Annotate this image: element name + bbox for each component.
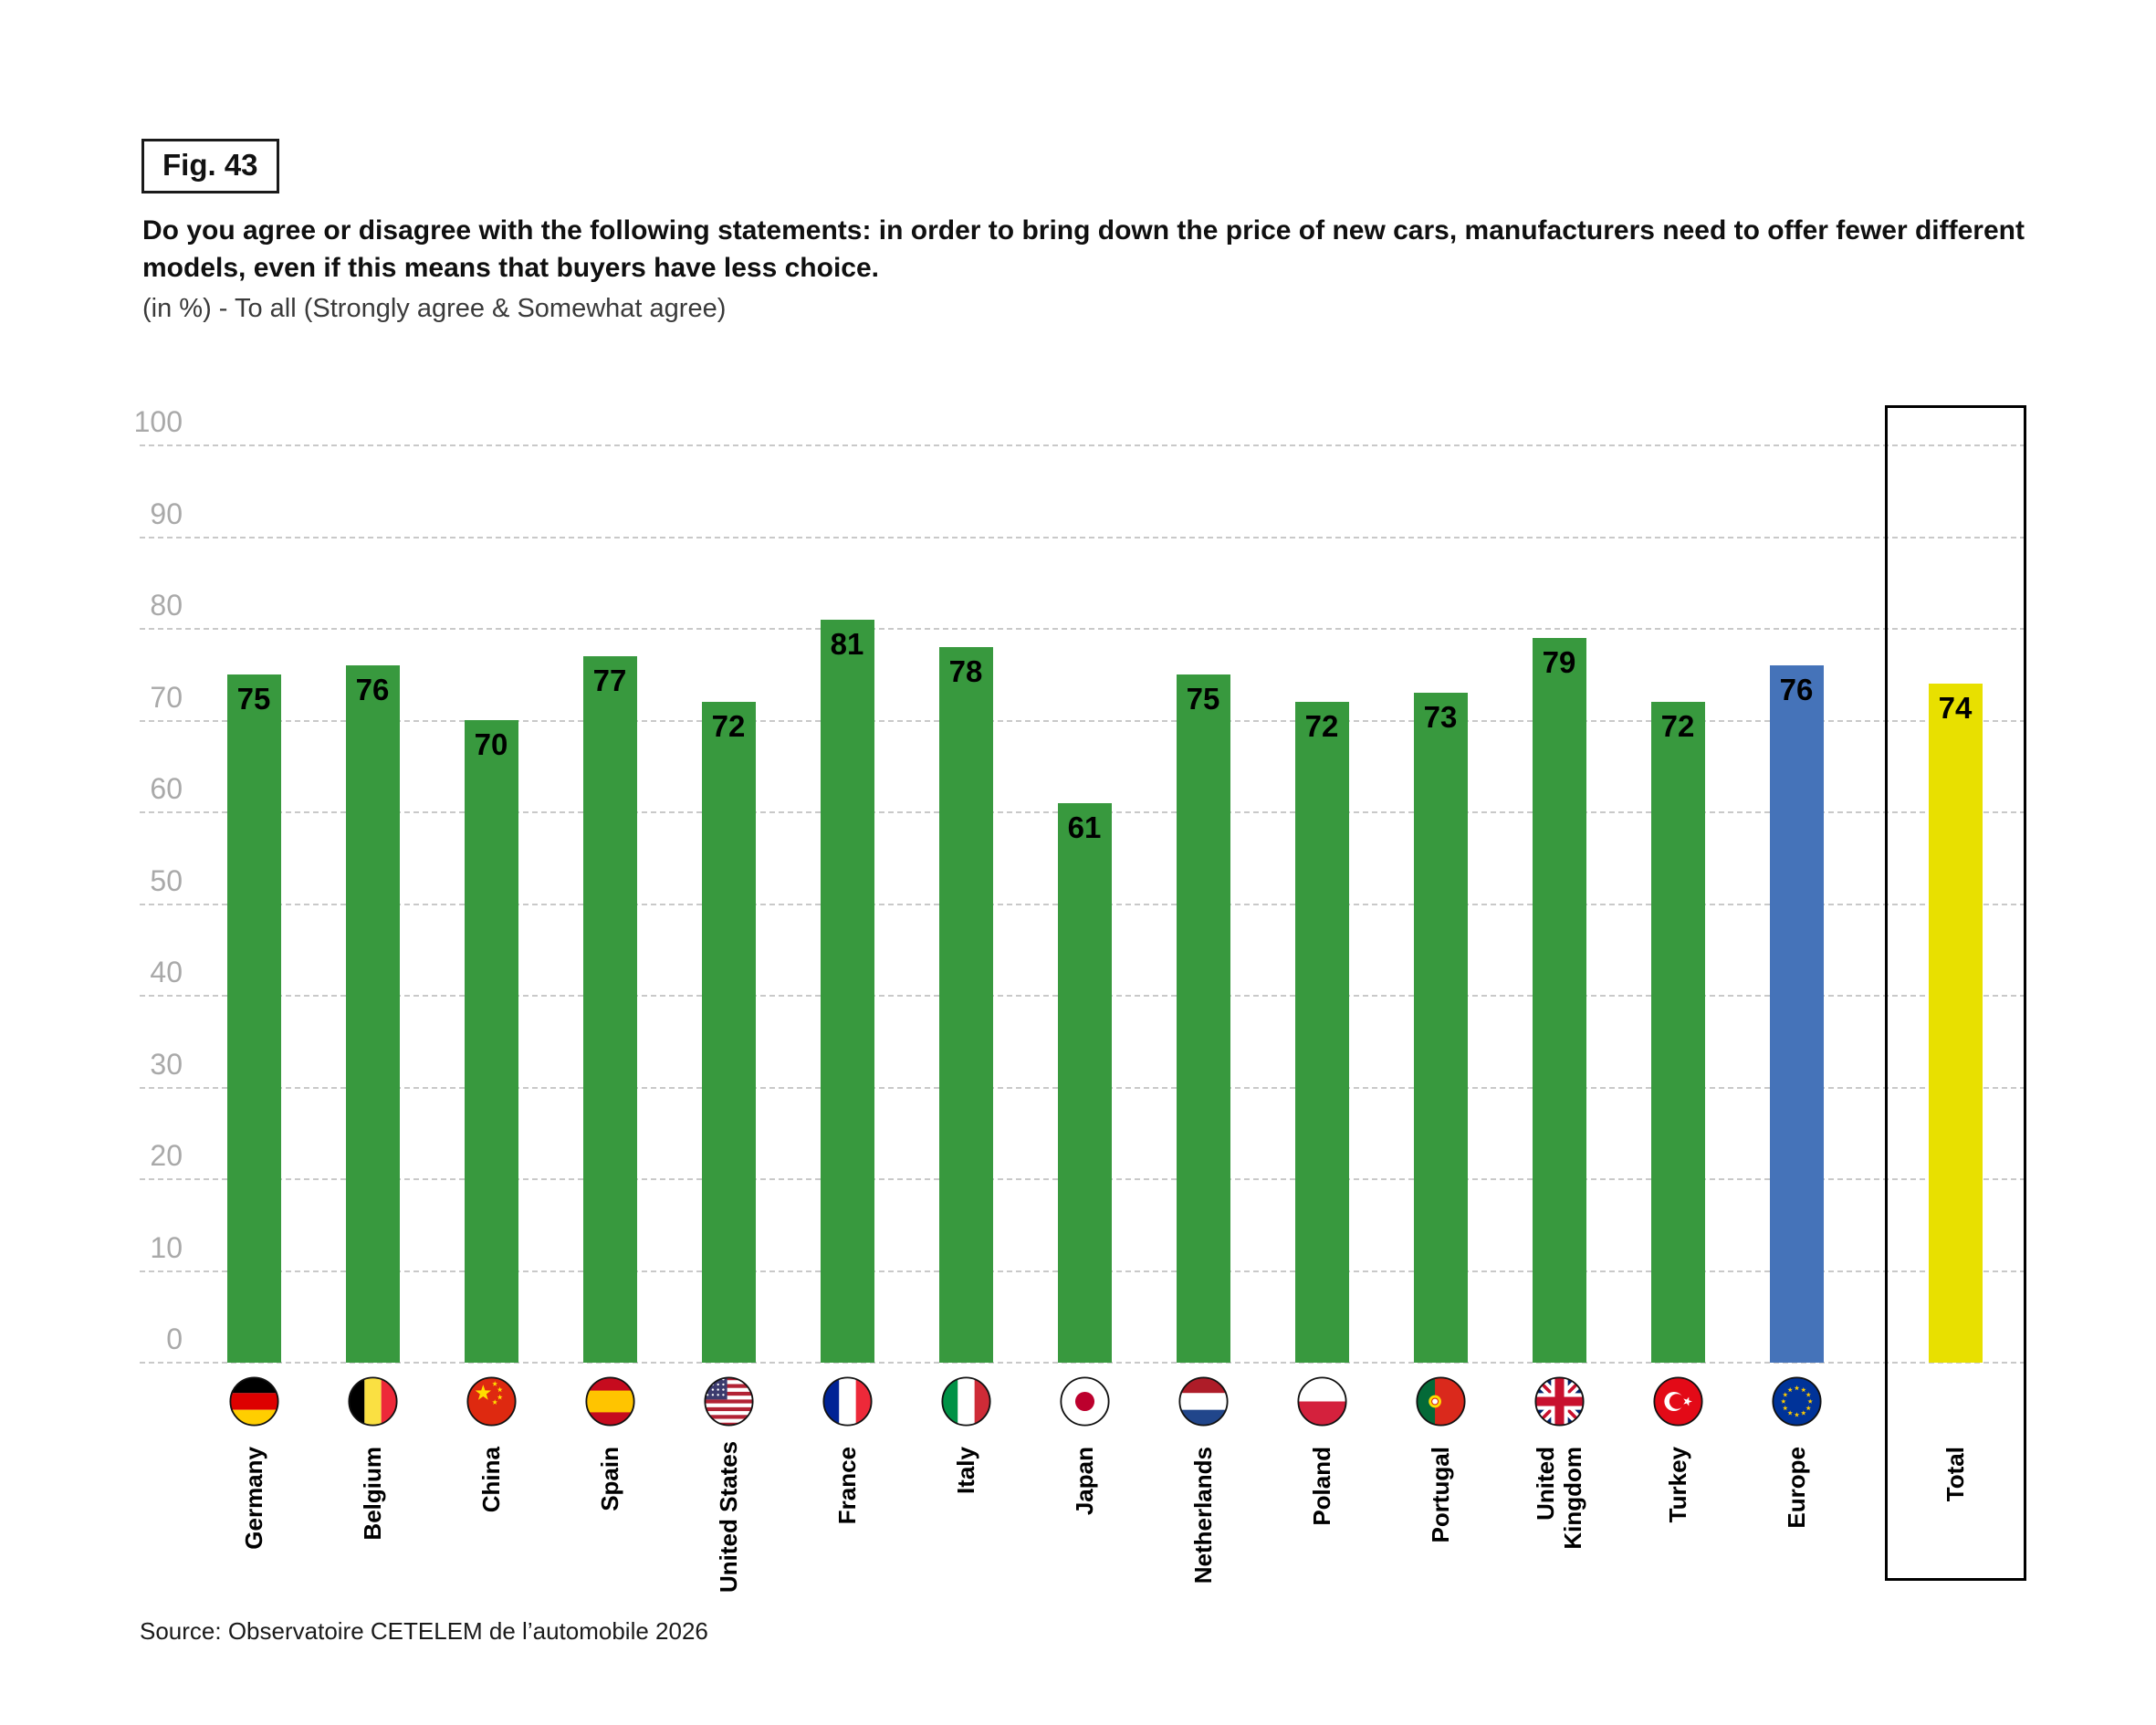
- x-axis-label-poland: Poland: [1308, 1447, 1335, 1526]
- bar-italy: 78: [938, 647, 993, 1363]
- source-note: Source: Observatoire CETELEM de l’automo…: [140, 1617, 708, 1645]
- column-united-kingdom: 79 United Kingdom: [1500, 0, 1618, 1725]
- germany-flag-icon: [228, 1376, 279, 1427]
- x-axis-label-germany: Germany: [240, 1447, 267, 1550]
- gridline-70: [140, 719, 2025, 722]
- column-turkey: 72 Turkey: [1618, 0, 1737, 1725]
- bar-portugal: 73: [1413, 693, 1468, 1363]
- x-axis-label-united-states: United States: [715, 1440, 742, 1593]
- column-france: 81 France: [788, 0, 906, 1725]
- figure-number-badge: Fig. 43: [141, 139, 279, 193]
- y-axis-tick-30: 30: [150, 1047, 183, 1081]
- bar-turkey: 72: [1650, 702, 1705, 1363]
- europe-flag-icon: [1771, 1376, 1822, 1427]
- belgium-flag-icon: [347, 1376, 398, 1427]
- bar-value-total: 74: [1938, 691, 1973, 725]
- bar-netherlands: 75: [1176, 674, 1230, 1363]
- bar-france: 81: [820, 620, 874, 1363]
- x-axis-label-china: China: [477, 1447, 505, 1513]
- gridline-0: [140, 1362, 2025, 1364]
- x-axis-label-spain: Spain: [596, 1447, 623, 1511]
- y-axis-tick-10: 10: [150, 1230, 183, 1264]
- x-axis-label-france: France: [833, 1447, 861, 1525]
- bar-poland: 72: [1294, 702, 1349, 1363]
- bar-germany: 75: [226, 674, 281, 1363]
- column-total: 74 Total: [1896, 0, 2015, 1725]
- x-axis-label-turkey: Turkey: [1664, 1447, 1691, 1523]
- y-axis-tick-70: 70: [150, 680, 183, 714]
- bar-value-china: 70: [474, 727, 508, 761]
- bar-united-states: 72: [701, 702, 756, 1363]
- y-axis-tick-60: 60: [150, 772, 183, 805]
- bar-value-japan: 61: [1067, 810, 1102, 844]
- y-axis-tick-40: 40: [150, 956, 183, 988]
- chart-subtitle: (in %) - To all (Strongly agree & Somewh…: [142, 294, 727, 323]
- y-axis-tick-0: 0: [166, 1322, 183, 1355]
- portugal-flag-icon: [1415, 1376, 1466, 1427]
- x-axis-label-italy: Italy: [952, 1447, 979, 1495]
- poland-flag-icon: [1296, 1376, 1347, 1427]
- gridline-90: [140, 536, 2025, 538]
- bar-value-united-kingdom: 79: [1542, 645, 1576, 679]
- x-axis-label-netherlands: Netherlands: [1189, 1447, 1217, 1584]
- column-china: 70 China: [432, 0, 550, 1725]
- figure-number: Fig. 43: [162, 148, 258, 182]
- column-portugal: 73 Portugal: [1381, 0, 1500, 1725]
- china-flag-icon: [466, 1376, 517, 1427]
- spain-flag-icon: [584, 1376, 635, 1427]
- bar-value-italy: 78: [948, 654, 983, 688]
- x-axis-label-total: Total: [1941, 1447, 1969, 1502]
- column-netherlands: 75 Netherlands: [1144, 0, 1262, 1725]
- column-poland: 72 Poland: [1262, 0, 1381, 1725]
- bar-total: 74: [1928, 684, 1983, 1363]
- bar-united-kingdom: 79: [1532, 638, 1586, 1363]
- column-united-states: 72 United States: [669, 0, 788, 1725]
- netherlands-flag-icon: [1177, 1376, 1229, 1427]
- column-spain: 77 Spain: [550, 0, 669, 1725]
- column-belgium: 76 Belgium: [313, 0, 432, 1725]
- bar-value-portugal: 73: [1423, 700, 1458, 734]
- y-axis-tick-50: 50: [150, 863, 183, 897]
- column-japan: 61 Japan: [1025, 0, 1144, 1725]
- y-axis-tick-20: 20: [150, 1139, 183, 1172]
- italy-flag-icon: [940, 1376, 991, 1427]
- bar-value-spain: 77: [592, 664, 627, 697]
- bar-value-france: 81: [830, 627, 864, 661]
- bar-value-united-states: 72: [711, 709, 746, 743]
- column-italy: 78 Italy: [906, 0, 1025, 1725]
- x-axis-label-united-kingdom: United Kingdom: [1532, 1447, 1586, 1550]
- y-axis-tick-90: 90: [150, 497, 183, 530]
- x-axis-label-japan: Japan: [1071, 1447, 1098, 1516]
- bar-japan: 61: [1057, 803, 1112, 1363]
- bar-spain: 77: [582, 656, 637, 1363]
- turkey-flag-icon: [1652, 1376, 1703, 1427]
- japan-flag-icon: [1059, 1376, 1110, 1427]
- france-flag-icon: [822, 1376, 873, 1427]
- bar-value-poland: 72: [1304, 709, 1339, 743]
- bar-china: 70: [464, 720, 518, 1363]
- united-states-flag-icon: [703, 1376, 754, 1427]
- bar-value-turkey: 72: [1660, 709, 1695, 743]
- gridline-80: [140, 628, 2025, 630]
- gridline-100: [140, 444, 2025, 446]
- chart-title: Do you agree or disagree with the follow…: [142, 215, 2025, 283]
- bar-europe: 76: [1769, 665, 1824, 1363]
- x-axis-label-portugal: Portugal: [1427, 1447, 1454, 1543]
- column-europe: 76 Europe: [1737, 0, 1856, 1725]
- bar-belgium: 76: [345, 665, 400, 1363]
- bar-value-netherlands: 75: [1186, 682, 1220, 716]
- total-highlight-box: [1885, 405, 2026, 1581]
- x-axis-label-belgium: Belgium: [359, 1447, 386, 1541]
- column-germany: 75 Germany: [194, 0, 313, 1725]
- united-kingdom-flag-icon: [1533, 1376, 1585, 1427]
- y-axis-tick-100: 100: [133, 405, 183, 438]
- x-axis-label-europe: Europe: [1783, 1447, 1810, 1529]
- y-axis-tick-80: 80: [150, 589, 183, 622]
- bar-value-europe: 76: [1779, 673, 1814, 706]
- bar-value-germany: 75: [236, 682, 271, 716]
- bar-value-belgium: 76: [355, 673, 390, 706]
